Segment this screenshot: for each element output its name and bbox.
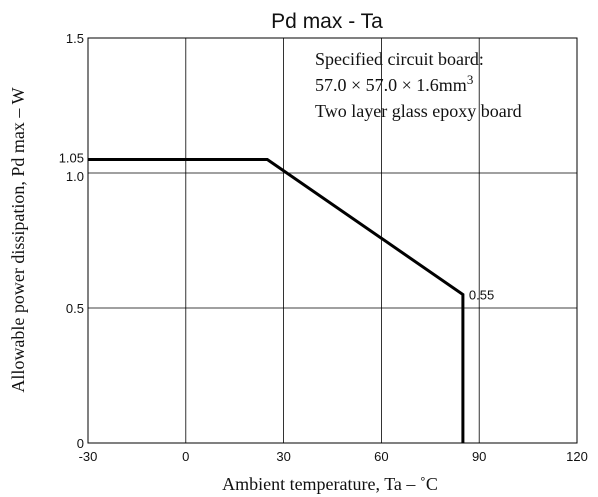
annotation-line-2: 57.0 × 57.0 × 1.6mm3 — [315, 72, 473, 95]
x-tick-label: 30 — [276, 449, 290, 464]
x-axis-label: Ambient temperature, Ta – ˚C — [222, 474, 438, 494]
x-tick-label: 90 — [472, 449, 486, 464]
x-tick-label: 120 — [566, 449, 588, 464]
y-axis-label: Allowable power dissipation, Pd max – W — [8, 87, 28, 392]
x-tick-label: 60 — [374, 449, 388, 464]
y-tick-label: 1.05 — [59, 151, 84, 166]
y-tick-label: 1.5 — [66, 31, 84, 46]
point-label-0-55: 0.55 — [469, 288, 494, 303]
annotation-superscript: 3 — [467, 72, 474, 87]
chart-title: Pd max - Ta — [271, 10, 383, 33]
y-tick-label: 0 — [77, 436, 84, 451]
x-tick-label: -30 — [79, 449, 98, 464]
board-spec-annotation: Specified circuit board: 57.0 × 57.0 × 1… — [315, 49, 522, 121]
annotation-line-1: Specified circuit board: — [315, 49, 484, 69]
x-tick-label: 0 — [182, 449, 189, 464]
plot-frame — [87, 37, 578, 444]
annotation-line-3: Two layer glass epoxy board — [315, 101, 522, 121]
y-tick-label: 0.5 — [66, 301, 84, 316]
annotation-line-2-text: 57.0 × 57.0 × 1.6mm — [315, 75, 467, 95]
power-dissipation-curve — [88, 158, 465, 443]
grid-lines — [88, 38, 577, 443]
y-tick-label: 1.0 — [66, 169, 84, 184]
